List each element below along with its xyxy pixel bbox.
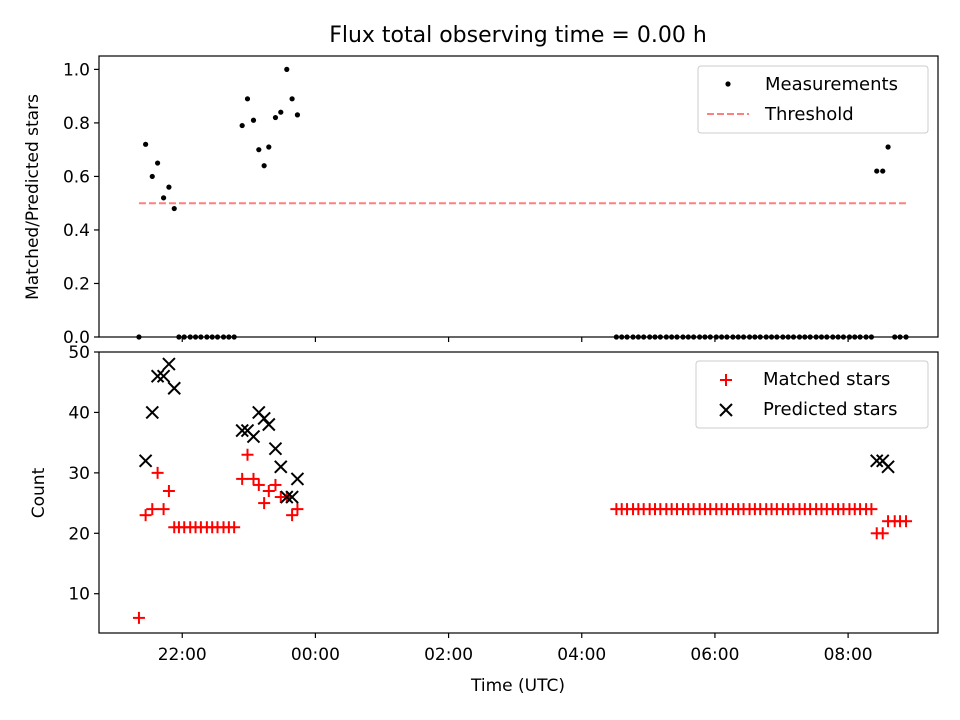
top-ytick-label: 0.4	[63, 221, 90, 241]
bottom-yticks: 10 20 30 40 50	[68, 343, 99, 605]
predicted-star-point	[881, 460, 895, 474]
matched-star-point	[146, 503, 159, 516]
predicted-star-point	[246, 429, 261, 444]
top-yticks: 0.0 0.2 0.4 0.6 0.8 1.0	[63, 60, 99, 348]
predicted-star-point	[138, 454, 153, 468]
predicted-star-point	[268, 441, 283, 456]
matched-star-point	[291, 503, 304, 516]
measurement-point	[171, 205, 177, 212]
matched-star-point	[286, 509, 299, 522]
measurement-point	[272, 114, 279, 121]
legend-matched-label: Matched stars	[763, 369, 890, 390]
predicted-star-point	[162, 357, 176, 371]
measurement-point	[143, 141, 149, 147]
top-axes-frame	[98, 55, 939, 338]
legend-threshold-label: Threshold	[764, 104, 854, 125]
matched-star-point	[262, 484, 275, 497]
bottom-ytick-label: 40	[68, 403, 90, 423]
measurement-point	[256, 147, 262, 153]
predicted-star-point	[156, 369, 171, 383]
measurement-point	[278, 109, 284, 115]
matched-star-point	[252, 478, 265, 491]
legend-predicted-label: Predicted stars	[763, 399, 897, 420]
bottom-ytick-label: 50	[68, 343, 90, 363]
top-ytick-label: 0.2	[63, 274, 90, 294]
matched-star-point	[865, 503, 878, 516]
measurement-point	[874, 168, 880, 174]
predicted-star-point	[290, 472, 305, 486]
top-ylabel: Matched/Predicted stars	[23, 94, 43, 300]
measurement-point	[261, 163, 267, 169]
predicted-star-point	[262, 417, 276, 432]
top-ytick-label: 0.0	[63, 328, 90, 348]
measurement-point	[289, 96, 295, 102]
matched-star-point	[258, 497, 271, 510]
measurement-point	[166, 184, 172, 190]
bottom-ylabel: Count	[29, 467, 49, 518]
measurement-point	[250, 117, 257, 123]
top-panel: Matched/Predicted stars 0.0 0.2 0.4 0.6 0.8 1…	[23, 55, 939, 348]
matched-star-point	[157, 503, 170, 516]
legend-predicted-marker	[719, 403, 733, 417]
top-legend-box	[697, 65, 929, 134]
matched-star-point	[241, 448, 254, 461]
top-ytick-label: 1.0	[63, 60, 90, 80]
measurement-point	[266, 144, 272, 150]
predicted-star-point	[285, 490, 299, 504]
bottom-xtick-label: 02:00	[424, 645, 473, 665]
top-ytick-label: 0.8	[63, 114, 90, 134]
measurement-point	[149, 173, 155, 180]
top-legend: Measurements Threshold	[697, 65, 929, 134]
bottom-marks	[132, 357, 913, 624]
bottom-xlabel: Time (UTC)	[470, 676, 565, 696]
measurement-point	[294, 112, 301, 118]
bottom-xtick-label: 04:00	[557, 645, 606, 665]
bottom-xticks: 22:00 00:00 02:00 04:00 06:00 08:00	[158, 633, 873, 665]
predicted-star-point	[145, 405, 159, 420]
bottom-xtick-label: 06:00	[690, 645, 739, 665]
bottom-axes-frame	[98, 351, 939, 634]
bottom-ytick-label: 20	[68, 524, 90, 544]
chart-title: Flux total observing time = 0.00 h	[329, 23, 707, 48]
matched-star-point	[247, 472, 260, 485]
bottom-ytick-label: 10	[68, 585, 90, 605]
predicted-star-point	[235, 423, 249, 438]
bottom-panel: Count Time (UTC) 10 20 30 40 50 22:00 00:00 02…	[29, 343, 939, 696]
measurement-point	[880, 168, 886, 174]
measurement-point	[239, 122, 245, 129]
predicted-star-point	[870, 454, 884, 468]
measurement-point	[154, 160, 161, 166]
predicted-star-point	[167, 381, 181, 395]
matched-star-point	[162, 484, 175, 497]
legend-matched-marker	[720, 374, 732, 386]
matched-star-point	[228, 521, 241, 534]
measurement-point	[885, 144, 891, 150]
predicted-star-point	[150, 369, 165, 383]
measurement-point	[244, 96, 251, 102]
bottom-xtick-label: 00:00	[291, 645, 340, 665]
bottom-ytick-label: 30	[68, 464, 90, 484]
predicted-star-point	[274, 460, 288, 474]
bottom-legend: Matched stars Predicted stars	[695, 360, 929, 429]
matched-star-point	[139, 509, 152, 522]
matched-star-point	[151, 466, 164, 479]
top-ytick-label: 0.6	[63, 167, 90, 187]
matched-star-point	[876, 527, 889, 540]
measurement-point	[160, 195, 167, 201]
matched-star-point	[900, 515, 913, 528]
bottom-legend-box	[695, 360, 929, 429]
matched-star-point	[269, 478, 282, 491]
predicted-star-point	[280, 490, 294, 504]
bottom-xtick-label: 08:00	[824, 645, 873, 665]
matched-star-point	[132, 611, 145, 624]
measurement-point	[284, 66, 290, 72]
bottom-xtick-label: 22:00	[158, 645, 207, 665]
legend-measurements-marker	[725, 81, 731, 87]
matched-star-point	[236, 472, 249, 485]
legend-measurements-label: Measurements	[765, 74, 898, 95]
